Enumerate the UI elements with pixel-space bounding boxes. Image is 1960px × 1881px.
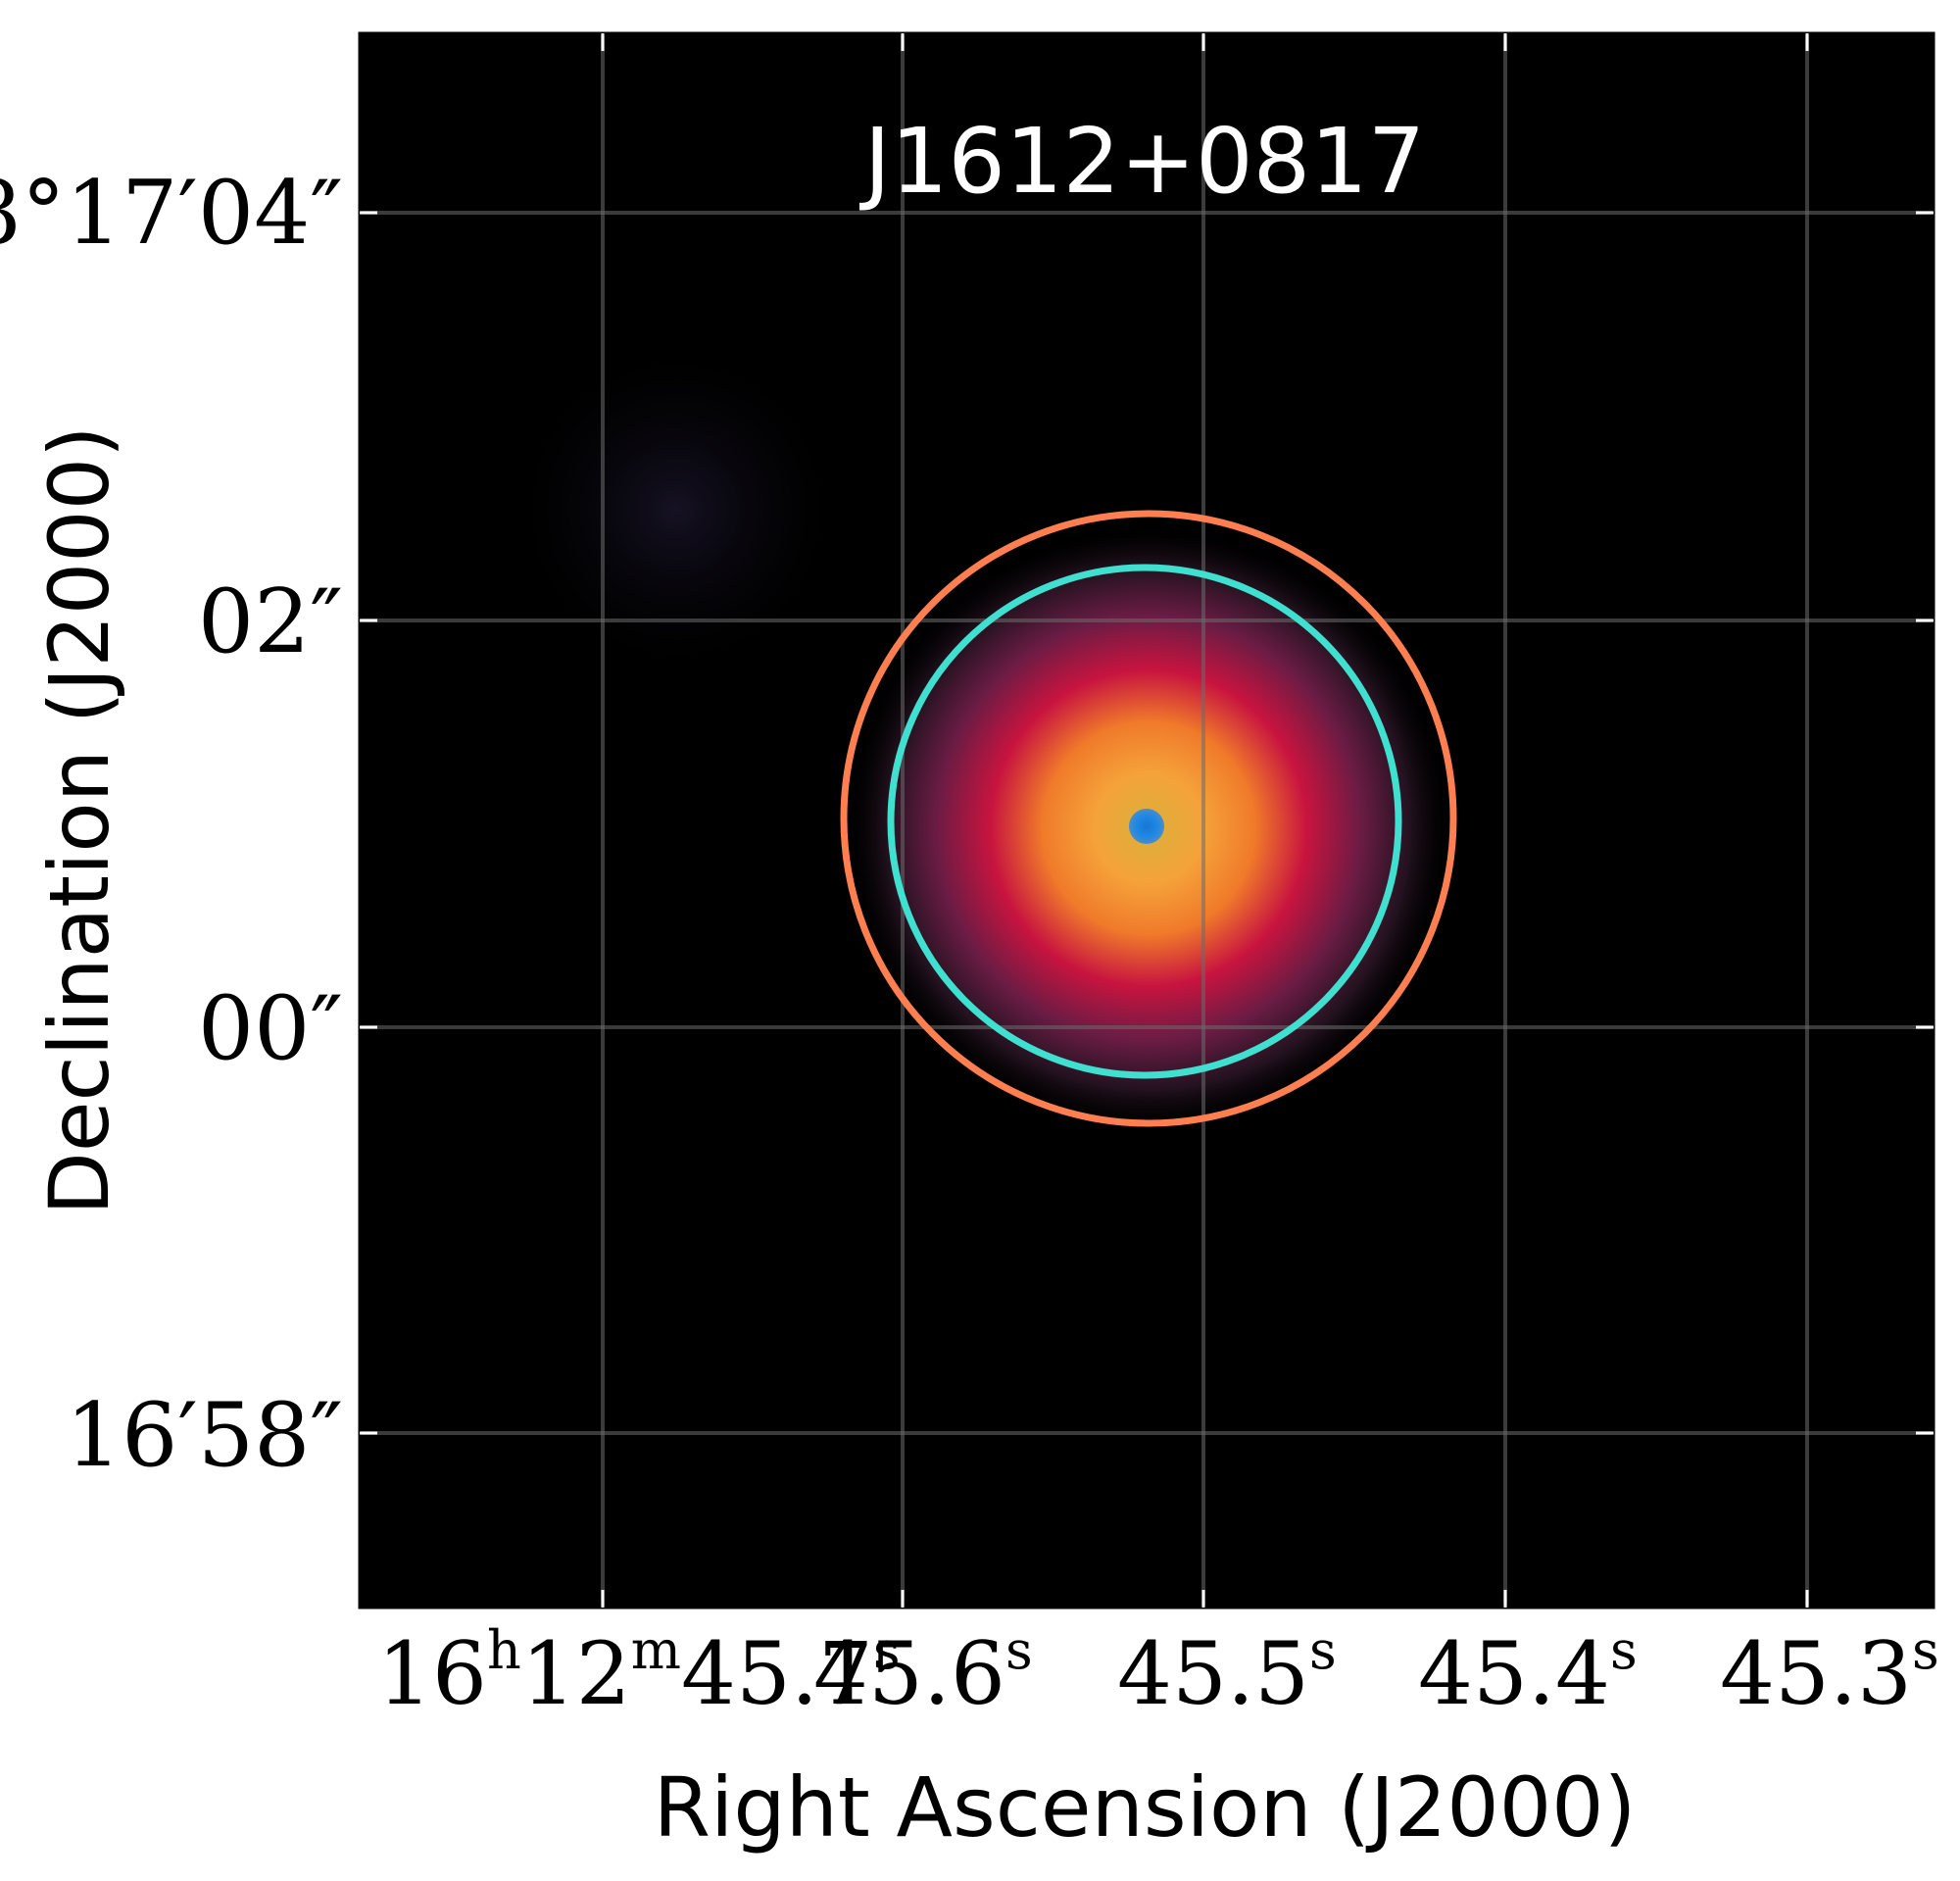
x-tick-unit: s <box>1005 1619 1033 1681</box>
x-tick-minutes: 12 <box>521 1623 631 1724</box>
inner-aperture-circle <box>887 564 1402 1079</box>
x-tick-label-45.3: 45.3s <box>1720 1619 1939 1724</box>
plot-frame <box>358 31 1936 1609</box>
y-axis-label: Declination (J2000) <box>31 425 127 1215</box>
y-tick-label-02: 02″ <box>198 570 343 673</box>
y-tick-label-04: 8°17′04″ <box>0 162 343 265</box>
x-tick-unit: s <box>1912 1619 1939 1681</box>
x-axis-label: Right Ascension (J2000) <box>654 1759 1637 1856</box>
x-tick-label-45.4: 45.4s <box>1418 1619 1638 1724</box>
grid-lines <box>360 33 1934 1608</box>
outer-aperture-circle <box>840 510 1457 1127</box>
plot-area: J1612+0817 <box>358 31 1936 1609</box>
x-tick-hours-unit: h <box>487 1619 521 1681</box>
x-tick-value: 45.3 <box>1720 1623 1912 1724</box>
x-tick-hours: 16 <box>377 1623 487 1724</box>
x-tick-unit: s <box>1309 1619 1337 1681</box>
tick-marks <box>360 33 1934 1608</box>
x-axis-tick-labels: 16h12m45.7s 45.6s 45.5s 45.4s 45.3s <box>377 1619 1939 1724</box>
x-tick-seconds: 45.7 <box>681 1623 873 1724</box>
x-tick-value: 45.4 <box>1418 1623 1610 1724</box>
galaxy-core <box>1129 809 1164 844</box>
x-tick-value: 45.5 <box>1117 1623 1309 1724</box>
x-tick-label-45.7: 16h12m45.7s <box>377 1619 901 1724</box>
faint-background-blob <box>500 333 853 686</box>
image-title: J1612+0817 <box>859 109 1425 214</box>
x-tick-value: 45.6 <box>813 1623 1005 1724</box>
y-tick-label-58: 16′58″ <box>66 1384 343 1487</box>
y-tick-label-00: 00″ <box>198 977 343 1080</box>
x-tick-seconds-unit: s <box>873 1619 901 1681</box>
y-axis-tick-labels: 8°17′04″ 02″ 00″ 16′58″ <box>0 162 343 1487</box>
x-tick-minutes-unit: m <box>631 1619 681 1681</box>
x-tick-label-45.6: 45.6s <box>813 1619 1033 1724</box>
x-tick-unit: s <box>1610 1619 1638 1681</box>
x-tick-label-45.5: 45.5s <box>1117 1619 1337 1724</box>
